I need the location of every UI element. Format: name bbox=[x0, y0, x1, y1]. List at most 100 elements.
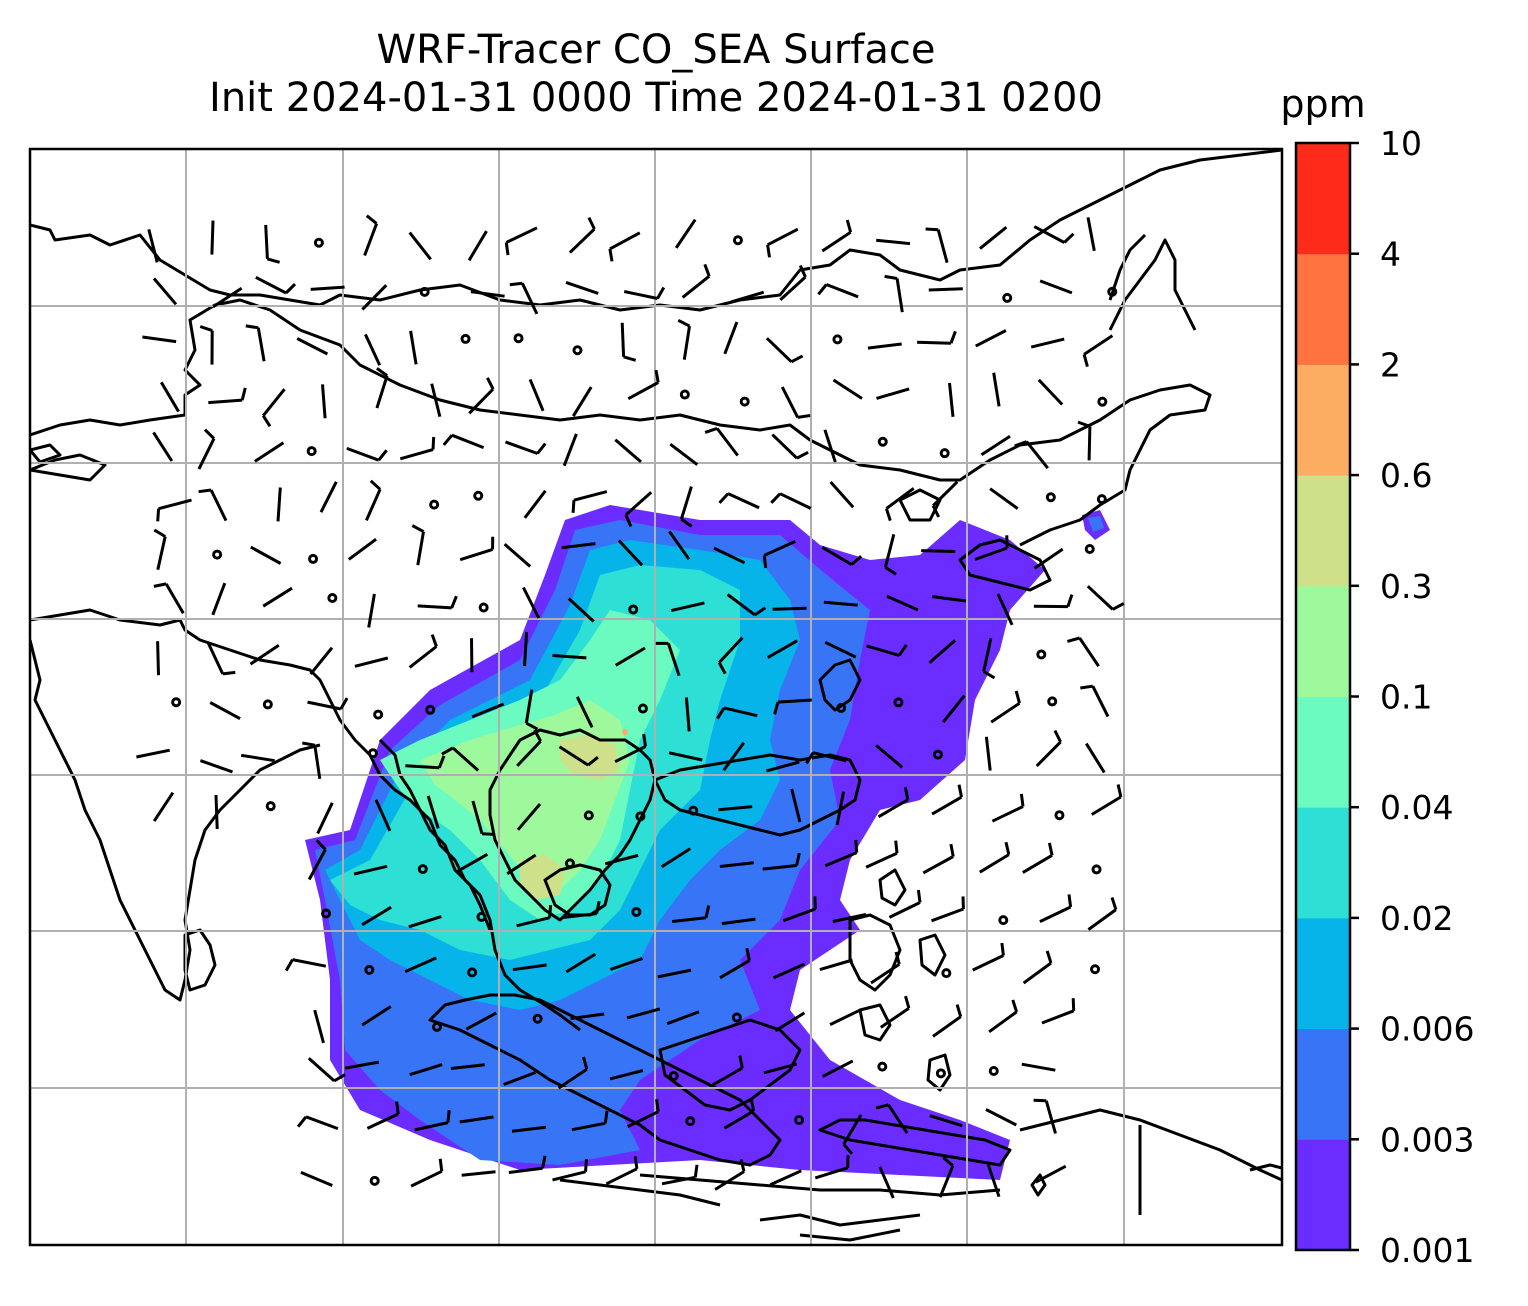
colorbar-tick-label: 4 bbox=[1380, 235, 1401, 274]
wind-barb bbox=[609, 1069, 644, 1081]
wind-barb bbox=[152, 791, 175, 822]
wind-barb bbox=[410, 1158, 444, 1188]
gridlines bbox=[30, 149, 1282, 1245]
wind-barb bbox=[459, 1115, 494, 1124]
wind-barb bbox=[313, 1009, 325, 1044]
calm-wind-circle bbox=[732, 235, 743, 246]
wind-barb bbox=[1022, 950, 1053, 985]
wind-barb bbox=[1085, 742, 1106, 774]
wind-barb bbox=[623, 286, 666, 300]
wind-barb bbox=[942, 694, 966, 724]
colorbar-tick-label: 0.1 bbox=[1380, 678, 1432, 717]
wind-barb bbox=[875, 744, 904, 769]
wind-barb bbox=[408, 915, 442, 929]
wind-barb bbox=[666, 1010, 700, 1026]
wind-barb bbox=[524, 689, 539, 731]
wind-barb bbox=[561, 542, 596, 550]
wind-barb bbox=[655, 641, 681, 677]
wind-barb bbox=[917, 330, 957, 345]
wind-barb bbox=[979, 841, 1011, 874]
wind-barb bbox=[310, 285, 345, 291]
colorbar-band bbox=[1296, 696, 1350, 808]
colorbar-band bbox=[1296, 1139, 1350, 1251]
wind-barb bbox=[679, 486, 693, 528]
wind-barb bbox=[345, 1060, 380, 1070]
wind-barb bbox=[523, 632, 529, 667]
wind-barb bbox=[399, 436, 436, 461]
wind-barb bbox=[572, 386, 593, 417]
wind-barb bbox=[512, 963, 547, 972]
wind-barb bbox=[567, 597, 595, 623]
wind-barb bbox=[374, 799, 392, 832]
wind-barb bbox=[153, 528, 167, 571]
wind-barb bbox=[762, 852, 801, 871]
wind-barb bbox=[660, 847, 692, 869]
wind-barb bbox=[614, 733, 647, 764]
calm-wind-circle bbox=[635, 811, 646, 822]
wind-barb bbox=[718, 492, 760, 510]
wind-barb bbox=[763, 1062, 798, 1075]
wind-barb bbox=[932, 1004, 963, 1038]
wind-barb bbox=[609, 956, 643, 971]
calm-wind-circle bbox=[731, 1012, 742, 1023]
colorbar-band bbox=[1296, 253, 1350, 365]
wind-barb bbox=[605, 1156, 639, 1186]
colorbar-tick-label: 10 bbox=[1380, 124, 1422, 163]
wind-barb bbox=[307, 1057, 346, 1083]
wind-barb bbox=[307, 839, 327, 881]
title-line-2: Init 2024-01-31 0000 Time 2024-01-31 020… bbox=[209, 75, 1103, 121]
calm-wind-circle bbox=[373, 709, 384, 720]
wind-barb bbox=[552, 1159, 588, 1182]
wind-barb bbox=[570, 1012, 605, 1021]
wind-barb bbox=[719, 861, 754, 868]
wind-barb bbox=[319, 481, 338, 513]
wind-barb bbox=[627, 369, 660, 401]
wind-barb bbox=[302, 741, 322, 780]
wind-barb bbox=[414, 1109, 451, 1132]
wind-barb bbox=[1086, 217, 1096, 252]
map-title: WRF-Tracer CO_SEA Surface Init 2024-01-3… bbox=[30, 26, 1282, 122]
wind-barb bbox=[441, 746, 480, 772]
wind-barb bbox=[156, 498, 192, 522]
wind-barb bbox=[1066, 636, 1100, 668]
wind-barb bbox=[878, 1166, 895, 1199]
calm-wind-circle bbox=[419, 286, 430, 297]
colorbar-tick-label: 0.04 bbox=[1380, 788, 1453, 827]
wind-barb bbox=[870, 951, 901, 985]
wind-barb bbox=[972, 942, 1005, 972]
calm-wind-circle bbox=[941, 968, 952, 979]
wind-barb bbox=[1037, 378, 1064, 406]
title-line-1: WRF-Tracer CO_SEA Surface bbox=[376, 27, 936, 73]
calm-wind-circle bbox=[1047, 696, 1058, 707]
wind-barb bbox=[921, 549, 956, 553]
calm-wind-circle bbox=[473, 490, 484, 501]
wind-barb bbox=[353, 864, 388, 876]
wind-barb bbox=[361, 1005, 392, 1027]
wind-barb bbox=[620, 322, 637, 362]
wind-barb bbox=[262, 586, 293, 608]
wind-barb bbox=[832, 913, 867, 923]
wind-barb bbox=[1086, 585, 1125, 611]
wind-barb bbox=[408, 634, 438, 669]
wind-barb bbox=[627, 1099, 660, 1128]
wind-barb bbox=[316, 802, 334, 835]
wind-barb bbox=[982, 637, 996, 680]
calm-wind-circle bbox=[739, 396, 750, 407]
wind-barb bbox=[614, 646, 646, 667]
wind-barb bbox=[617, 539, 644, 567]
wind-barb bbox=[442, 433, 485, 449]
wind-barb bbox=[765, 337, 804, 364]
wind-barb bbox=[405, 755, 446, 770]
wind-barb bbox=[276, 487, 282, 522]
wind-barb bbox=[814, 1155, 850, 1180]
wind-barb bbox=[214, 794, 219, 830]
calm-wind-circle bbox=[262, 699, 273, 710]
calm-wind-circle bbox=[688, 805, 699, 816]
calm-wind-circle bbox=[321, 908, 332, 919]
wind-barb bbox=[932, 595, 967, 603]
colorbar-band bbox=[1296, 364, 1350, 476]
wind-barb bbox=[210, 220, 215, 255]
wind-barb bbox=[211, 582, 227, 616]
wind-barb bbox=[925, 227, 949, 263]
wind-barb bbox=[984, 736, 992, 771]
